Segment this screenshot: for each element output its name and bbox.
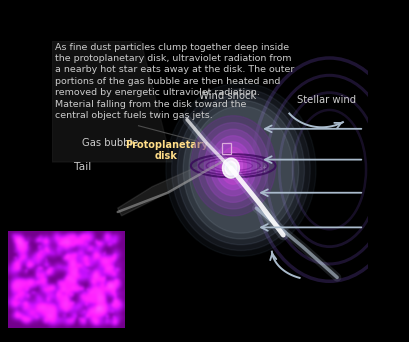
Ellipse shape [227, 157, 239, 175]
Ellipse shape [222, 158, 239, 178]
Text: Wind shock: Wind shock [198, 91, 255, 102]
Ellipse shape [183, 100, 298, 239]
Ellipse shape [229, 166, 232, 170]
Ellipse shape [223, 152, 242, 179]
Text: Jet: Jet [254, 165, 266, 175]
Ellipse shape [220, 147, 246, 184]
Text: Gas bubble: Gas bubble [81, 138, 137, 148]
Text: As fine dust particles clump together deep inside
the protoplanetary disk, ultra: As fine dust particles clump together de… [54, 43, 293, 120]
Ellipse shape [215, 142, 250, 190]
Polygon shape [52, 41, 171, 162]
Polygon shape [117, 156, 221, 216]
Ellipse shape [171, 89, 310, 250]
Ellipse shape [204, 129, 261, 202]
Ellipse shape [166, 83, 315, 256]
Ellipse shape [225, 161, 236, 175]
Ellipse shape [189, 106, 292, 233]
Ellipse shape [210, 136, 256, 196]
Ellipse shape [197, 123, 268, 209]
Bar [221, 143, 230, 154]
Text: Tail: Tail [74, 162, 91, 172]
Ellipse shape [177, 94, 304, 245]
Text: Stellar wind: Stellar wind [297, 95, 355, 105]
Text: Protoplanetary
disk: Protoplanetary disk [124, 140, 207, 161]
Ellipse shape [191, 116, 275, 216]
Ellipse shape [227, 164, 234, 172]
